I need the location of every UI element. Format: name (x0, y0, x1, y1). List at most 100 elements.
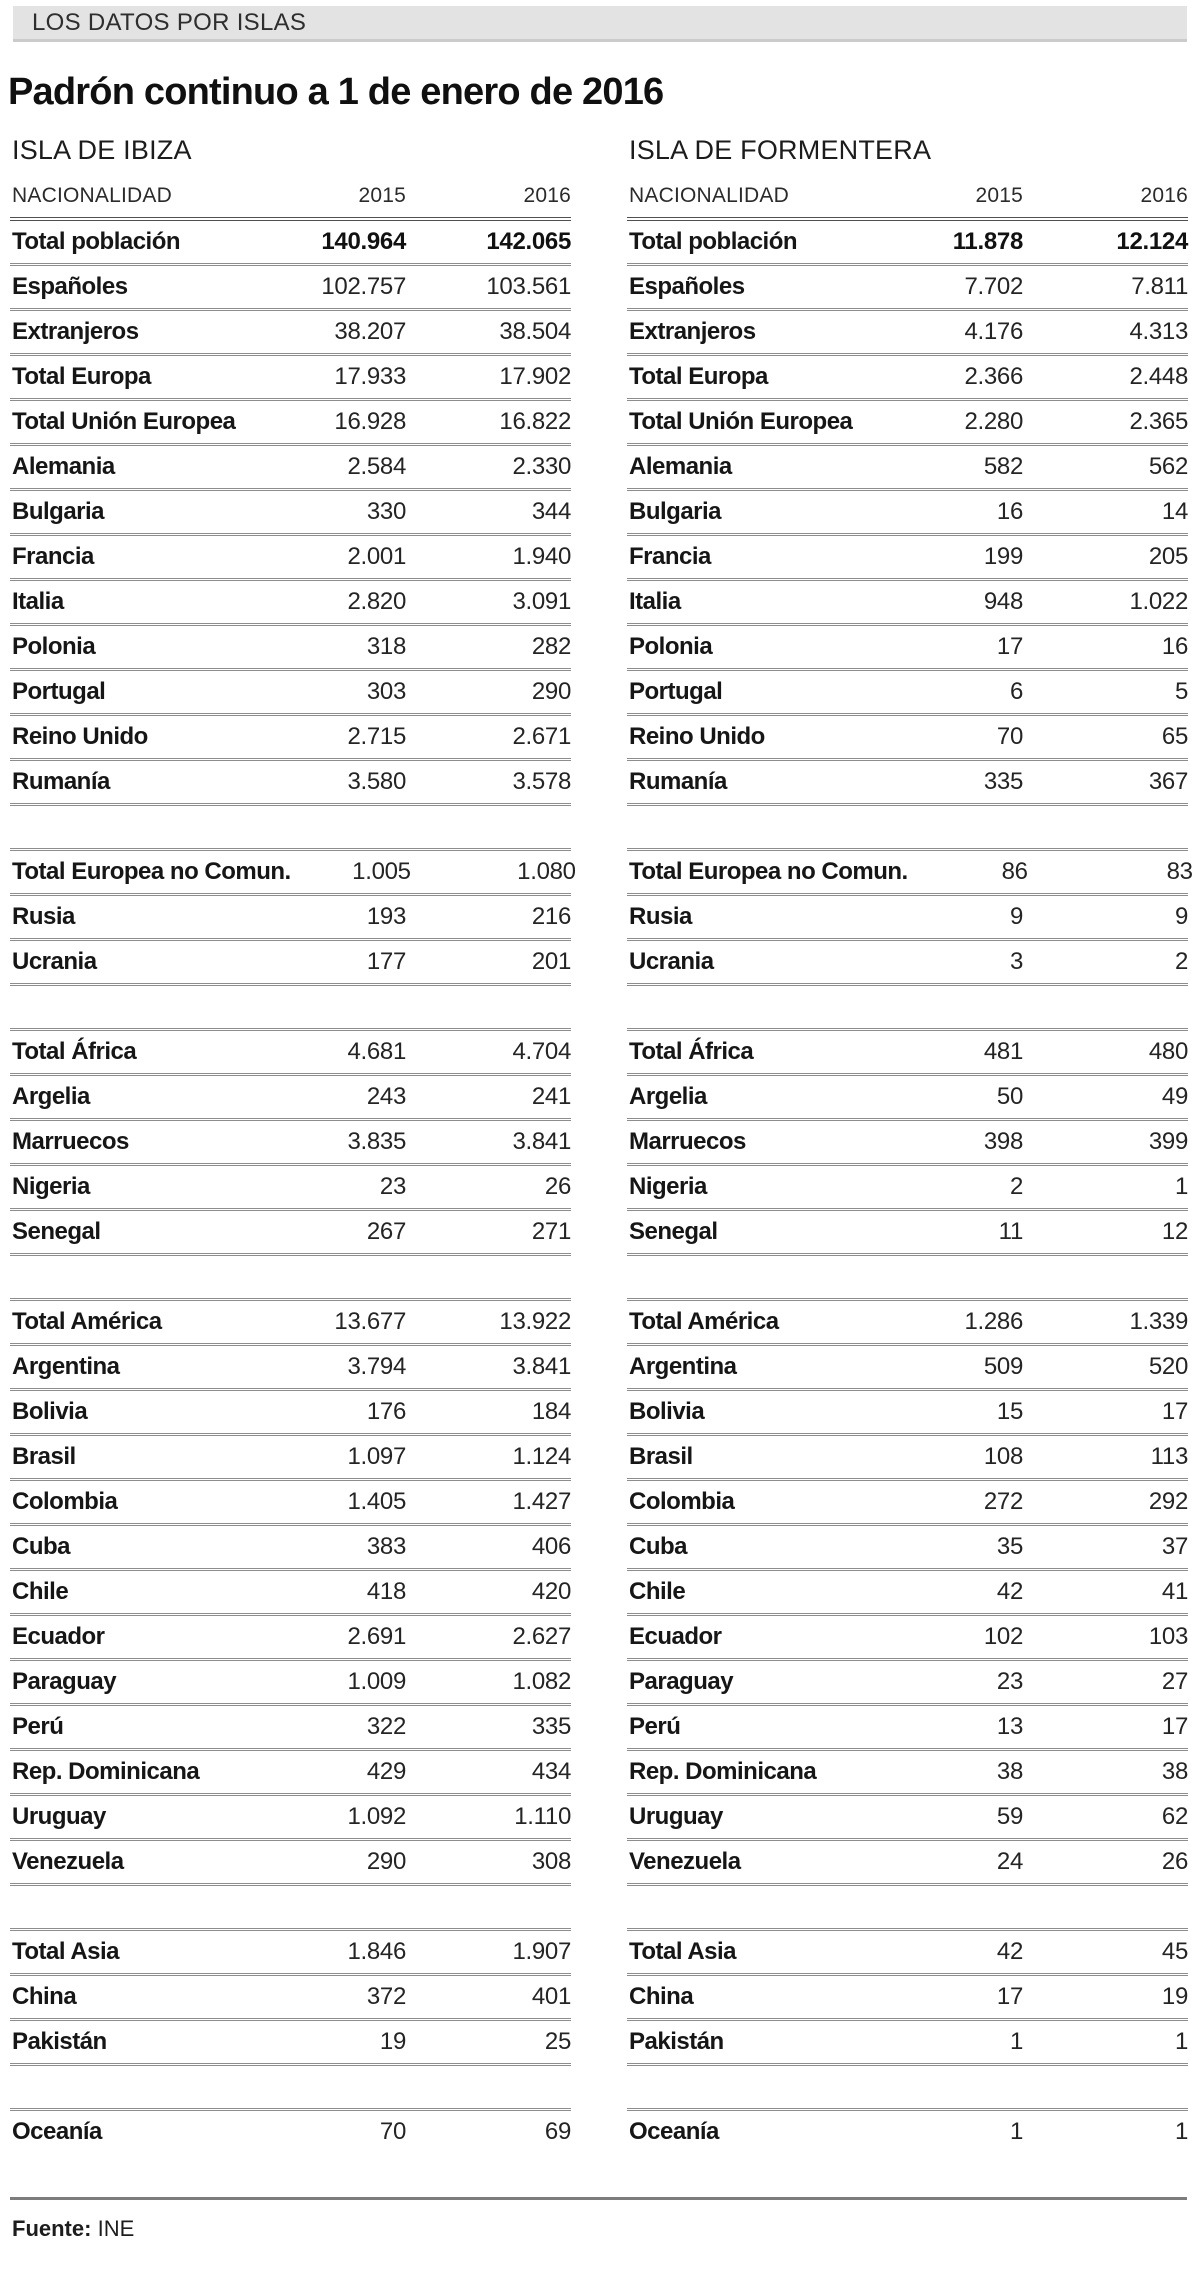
value-2015: 2 (1009, 1173, 1023, 1201)
value-2016: 4.313 (1129, 318, 1188, 346)
row-label: Pakistán (12, 2028, 107, 2056)
value-2015: 398 (983, 1128, 1023, 1156)
table-row: Senegal 11 12 (627, 1211, 1188, 1257)
table-header: NACIONALIDAD 2015 2016 (627, 166, 1188, 222)
value-2016: 1 (1174, 1173, 1188, 1201)
value-2016: 201 (531, 948, 571, 976)
value-2015: 2.001 (347, 543, 406, 571)
nationality-header: NACIONALIDAD (12, 184, 172, 208)
value-2016: 399 (1148, 1128, 1188, 1156)
value-2015: 13 (996, 1713, 1023, 1741)
table-row: Rumanía 3.580 3.578 (10, 761, 571, 807)
table-row: Cuba 35 37 (627, 1526, 1188, 1572)
table-row: Francia 199 205 (627, 536, 1188, 582)
table-row: Ucrania 177 201 (10, 941, 571, 987)
value-2016: 12.124 (1116, 228, 1188, 256)
source-label: Fuente: (12, 2216, 92, 2242)
table-group: Total Europea no Comun. 86 83 Rusia 9 9 Ucrani… (627, 848, 1193, 987)
value-2016: 344 (531, 498, 571, 526)
table-row: Chile 42 41 (627, 1571, 1188, 1617)
table-row: Uruguay 1.092 1.110 (10, 1796, 571, 1842)
value-2016: 62 (1161, 1803, 1188, 1831)
value-2015: 23 (379, 1173, 406, 1201)
table-row: Ecuador 102 103 (627, 1616, 1188, 1662)
row-label: China (629, 1983, 694, 2011)
row-label: Rep. Dominicana (629, 1758, 817, 1786)
table-row: Paraguay 1.009 1.082 (10, 1661, 571, 1707)
value-2016: 17.902 (499, 363, 571, 391)
value-2015: 3.580 (347, 768, 406, 796)
table-header: NACIONALIDAD 2015 2016 (10, 166, 571, 222)
island-table-ibiza: ISLA DE IBIZA NACIONALIDAD 2015 2016 Tot… (10, 113, 576, 2153)
row-label: Cuba (12, 1533, 71, 1561)
row-label: Perú (12, 1713, 64, 1741)
table-row: Brasil 1.097 1.124 (10, 1436, 571, 1482)
value-2015: 1.092 (347, 1803, 406, 1831)
value-2015: 23 (996, 1668, 1023, 1696)
row-label: Alemania (629, 453, 732, 481)
row-label: Rumanía (629, 768, 727, 796)
island-name-formentera: ISLA DE FORMENTERA (629, 135, 932, 166)
table-row: Italia 2.820 3.091 (10, 581, 571, 627)
value-2016: 1.940 (512, 543, 571, 571)
row-label: Total Asia (629, 1938, 737, 1966)
row-label: Colombia (629, 1488, 735, 1516)
table-group: Total Europea no Comun. 1.005 1.080 Rusia 19… (10, 848, 576, 987)
table-row: Total Europea no Comun. 86 83 (627, 851, 1193, 897)
value-2016: 290 (531, 678, 571, 706)
value-2015: 330 (366, 498, 406, 526)
value-2015: 1.009 (347, 1668, 406, 1696)
value-2015: 177 (366, 948, 406, 976)
value-2016: 16.822 (499, 408, 571, 436)
value-2016: 2 (1174, 948, 1188, 976)
table-row: Perú 322 335 (10, 1706, 571, 1752)
table-row: Marruecos 3.835 3.841 (10, 1121, 571, 1167)
value-2016: 3.578 (512, 768, 571, 796)
value-2015: 372 (366, 1983, 406, 2011)
value-2016: 520 (1148, 1353, 1188, 1381)
row-label: Francia (12, 543, 94, 571)
table-row: Bolivia 176 184 (10, 1391, 571, 1437)
value-2016: 3.841 (512, 1353, 571, 1381)
value-2015: 193 (366, 903, 406, 931)
table-row: China 372 401 (10, 1976, 571, 2022)
row-label: Perú (629, 1713, 681, 1741)
table-row: Oceanía 1 1 (627, 2111, 1188, 2153)
value-2016: 103.561 (486, 273, 571, 301)
row-label: Total Europea no Comun. (12, 858, 291, 886)
row-label: Rep. Dominicana (12, 1758, 200, 1786)
table-group: Total África 4.681 4.704 Argelia 243 241 Marru… (10, 1028, 571, 1257)
row-label: Total Asia (12, 1938, 120, 1966)
table-row: Rumanía 335 367 (627, 761, 1188, 807)
value-2015: 3 (1009, 948, 1023, 976)
row-label: Portugal (629, 678, 723, 706)
year-2016-header: 2016 (1140, 184, 1188, 208)
value-2016: 1 (1174, 2028, 1188, 2056)
table-row: Total América 1.286 1.339 (627, 1301, 1188, 1347)
row-label: Ecuador (629, 1623, 722, 1651)
table-row: Extranjeros 4.176 4.313 (627, 311, 1188, 357)
value-2016: 4.704 (512, 1038, 571, 1066)
value-2015: 17 (996, 633, 1023, 661)
table-row: Ucrania 3 2 (627, 941, 1188, 987)
value-2016: 241 (531, 1083, 571, 1111)
value-2015: 16.928 (334, 408, 406, 436)
value-2016: 367 (1148, 768, 1188, 796)
value-2015: 86 (1001, 858, 1028, 886)
table-row: Polonia 318 282 (10, 626, 571, 672)
row-label: Extranjeros (629, 318, 756, 346)
table-group: Oceanía 1 1 (627, 2108, 1188, 2153)
row-label: China (12, 1983, 77, 2011)
value-2015: 38.207 (334, 318, 406, 346)
value-2015: 13.677 (334, 1308, 406, 1336)
value-2015: 38 (996, 1758, 1023, 1786)
table-row: Italia 948 1.022 (627, 581, 1188, 627)
table-row: Argentina 3.794 3.841 (10, 1346, 571, 1392)
table-group: Oceanía 70 69 (10, 2108, 571, 2153)
row-label: Reino Unido (12, 723, 148, 751)
row-label: Uruguay (629, 1803, 723, 1831)
value-2015: 7.702 (964, 273, 1023, 301)
row-label: Polonia (629, 633, 713, 661)
value-2015: 59 (996, 1803, 1023, 1831)
table-row: Oceanía 70 69 (10, 2111, 571, 2153)
